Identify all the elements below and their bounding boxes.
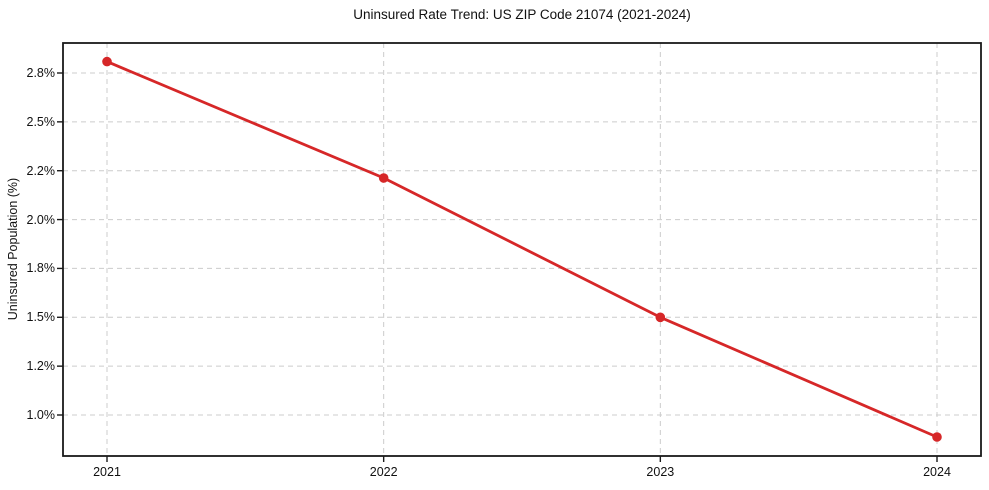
y-tick-label: 1.0% xyxy=(26,408,56,422)
data-point-2021 xyxy=(102,56,112,67)
y-tick-label: 2.8% xyxy=(26,66,56,80)
trend-line xyxy=(105,60,939,439)
data-point-2024 xyxy=(932,432,942,442)
y-tick-label: 2.2% xyxy=(26,163,56,178)
y-tick-label: 2.0% xyxy=(26,212,56,227)
x-tick-label: 2024 xyxy=(923,465,951,479)
chart-title: Uninsured Rate Trend: US ZIP Code 21074 … xyxy=(353,7,691,22)
plot-border xyxy=(62,42,982,457)
data-point-2022 xyxy=(378,173,389,183)
y-tick-label: 1.8% xyxy=(26,261,56,276)
data-point-2023 xyxy=(655,312,666,323)
y-tick-label: 2.5% xyxy=(26,114,56,129)
y-tick-label: 1.2% xyxy=(26,359,56,374)
x-tick-label: 2023 xyxy=(646,465,675,479)
y-tick-label: 1.5% xyxy=(26,310,56,325)
x-tick-label: 2021 xyxy=(93,465,121,479)
x-tick-label: 2022 xyxy=(369,465,398,479)
